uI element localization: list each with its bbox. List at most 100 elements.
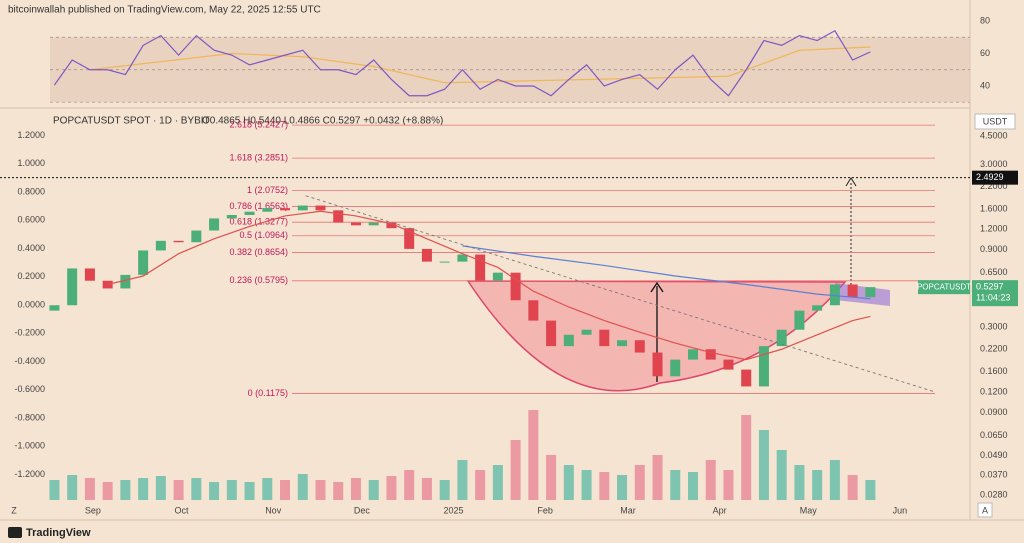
candle bbox=[138, 250, 149, 275]
symbol-label: POPCATUSDT bbox=[917, 282, 971, 291]
x-tick-label: Dec bbox=[354, 505, 371, 515]
fib-label: 0.382 (0.8654) bbox=[229, 247, 288, 257]
volume-bar bbox=[546, 455, 557, 500]
rsi-band bbox=[50, 37, 970, 103]
x-tick-label: Jun bbox=[893, 505, 908, 515]
price-label: 0.5297 bbox=[976, 282, 1004, 292]
candle bbox=[67, 268, 78, 306]
candle bbox=[546, 320, 557, 347]
left-tick-label: -1.0000 bbox=[14, 441, 45, 451]
candle bbox=[812, 305, 823, 311]
candle bbox=[475, 254, 486, 281]
right-tick-label: 1.6000 bbox=[980, 203, 1008, 213]
volume-bar bbox=[794, 465, 805, 500]
volume-bar bbox=[262, 478, 273, 500]
countdown-label: 11:04:23 bbox=[976, 293, 1010, 303]
x-tick-label: Nov bbox=[265, 505, 282, 515]
x-tick-label: May bbox=[800, 505, 818, 515]
rsi-tick-label: 80 bbox=[980, 15, 990, 25]
volume-bar bbox=[404, 470, 415, 500]
x-tick-label: Sep bbox=[85, 505, 101, 515]
auto-label[interactable]: A bbox=[982, 505, 988, 515]
candle bbox=[191, 230, 202, 243]
volume-bar bbox=[652, 455, 663, 500]
candle bbox=[368, 222, 379, 226]
brand-logo bbox=[8, 527, 22, 538]
volume-bar bbox=[84, 478, 95, 500]
candle bbox=[155, 240, 166, 251]
volume-bar bbox=[705, 460, 716, 500]
candle bbox=[244, 211, 255, 215]
volume-bar bbox=[191, 478, 202, 500]
volume-bar bbox=[368, 480, 379, 500]
volume-bar bbox=[421, 478, 432, 500]
left-tick-label: 1.2000 bbox=[17, 130, 45, 140]
candle bbox=[794, 310, 805, 330]
candle bbox=[617, 340, 628, 347]
candle bbox=[49, 305, 60, 311]
left-tick-label: 0.8000 bbox=[17, 186, 45, 196]
left-tick-label: 0.4000 bbox=[17, 243, 45, 253]
zoom-label[interactable]: Z bbox=[11, 505, 17, 515]
volume-bar bbox=[280, 480, 291, 500]
volume-bar bbox=[120, 480, 131, 500]
candle bbox=[439, 261, 450, 263]
left-tick-label: -0.2000 bbox=[14, 328, 45, 338]
publisher: bitcoinwallah published on TradingView.c… bbox=[8, 5, 321, 16]
x-tick-label: Apr bbox=[713, 505, 727, 515]
auto-button[interactable] bbox=[977, 502, 993, 518]
volume-bar bbox=[67, 475, 78, 500]
volume-bar bbox=[528, 410, 539, 500]
candle bbox=[386, 222, 397, 229]
candle bbox=[84, 268, 95, 281]
arrow-head bbox=[845, 177, 857, 187]
left-tick-label: 0.2000 bbox=[17, 271, 45, 281]
volume-bar bbox=[687, 472, 698, 500]
rsi-tick-label: 60 bbox=[980, 48, 990, 58]
volume-bar bbox=[386, 476, 397, 500]
candle bbox=[280, 208, 291, 211]
fib-label: 0.236 (0.5795) bbox=[229, 275, 288, 285]
volume-bar bbox=[599, 472, 610, 500]
candle bbox=[350, 222, 361, 226]
volume-bar bbox=[138, 478, 149, 500]
volume-bar bbox=[475, 470, 486, 500]
x-tick-label: Feb bbox=[537, 505, 553, 515]
right-tick-label: 3.0000 bbox=[980, 159, 1008, 169]
candle bbox=[528, 300, 539, 321]
volume-bar bbox=[457, 460, 468, 500]
candle bbox=[297, 205, 308, 211]
left-tick-label: -0.6000 bbox=[14, 384, 45, 394]
volume-bar bbox=[723, 470, 734, 500]
candle bbox=[333, 210, 344, 223]
rsi-tick-label: 40 bbox=[980, 80, 990, 90]
rsi-average bbox=[89, 46, 871, 84]
volume-bar bbox=[776, 450, 787, 500]
volume-bar bbox=[226, 480, 237, 500]
right-tick-label: 0.1600 bbox=[980, 366, 1008, 376]
right-tick-label: 0.3000 bbox=[980, 322, 1008, 332]
volume-bar bbox=[812, 470, 823, 500]
volume-bar bbox=[865, 480, 876, 500]
candle bbox=[670, 359, 681, 377]
candle bbox=[776, 329, 787, 347]
candle bbox=[687, 349, 698, 360]
candle bbox=[634, 340, 645, 353]
fib-label: 1.618 (3.2851) bbox=[229, 153, 288, 163]
brand: TradingView bbox=[26, 527, 91, 539]
left-tick-label: -1.2000 bbox=[14, 469, 45, 479]
right-tick-label: 2.2000 bbox=[980, 181, 1008, 191]
candle bbox=[865, 287, 876, 298]
right-tick-label: 0.0280 bbox=[980, 489, 1008, 499]
candle bbox=[421, 248, 432, 262]
right-tick-label: 0.2200 bbox=[980, 344, 1008, 354]
fib-label: 0 (0.1175) bbox=[248, 388, 288, 398]
volume-bar bbox=[315, 480, 326, 500]
candle bbox=[652, 352, 663, 377]
fib-label: 0.786 (1.6563) bbox=[229, 201, 288, 211]
volume-bar bbox=[102, 482, 113, 500]
candle bbox=[510, 272, 521, 301]
volume-bar bbox=[510, 440, 521, 500]
